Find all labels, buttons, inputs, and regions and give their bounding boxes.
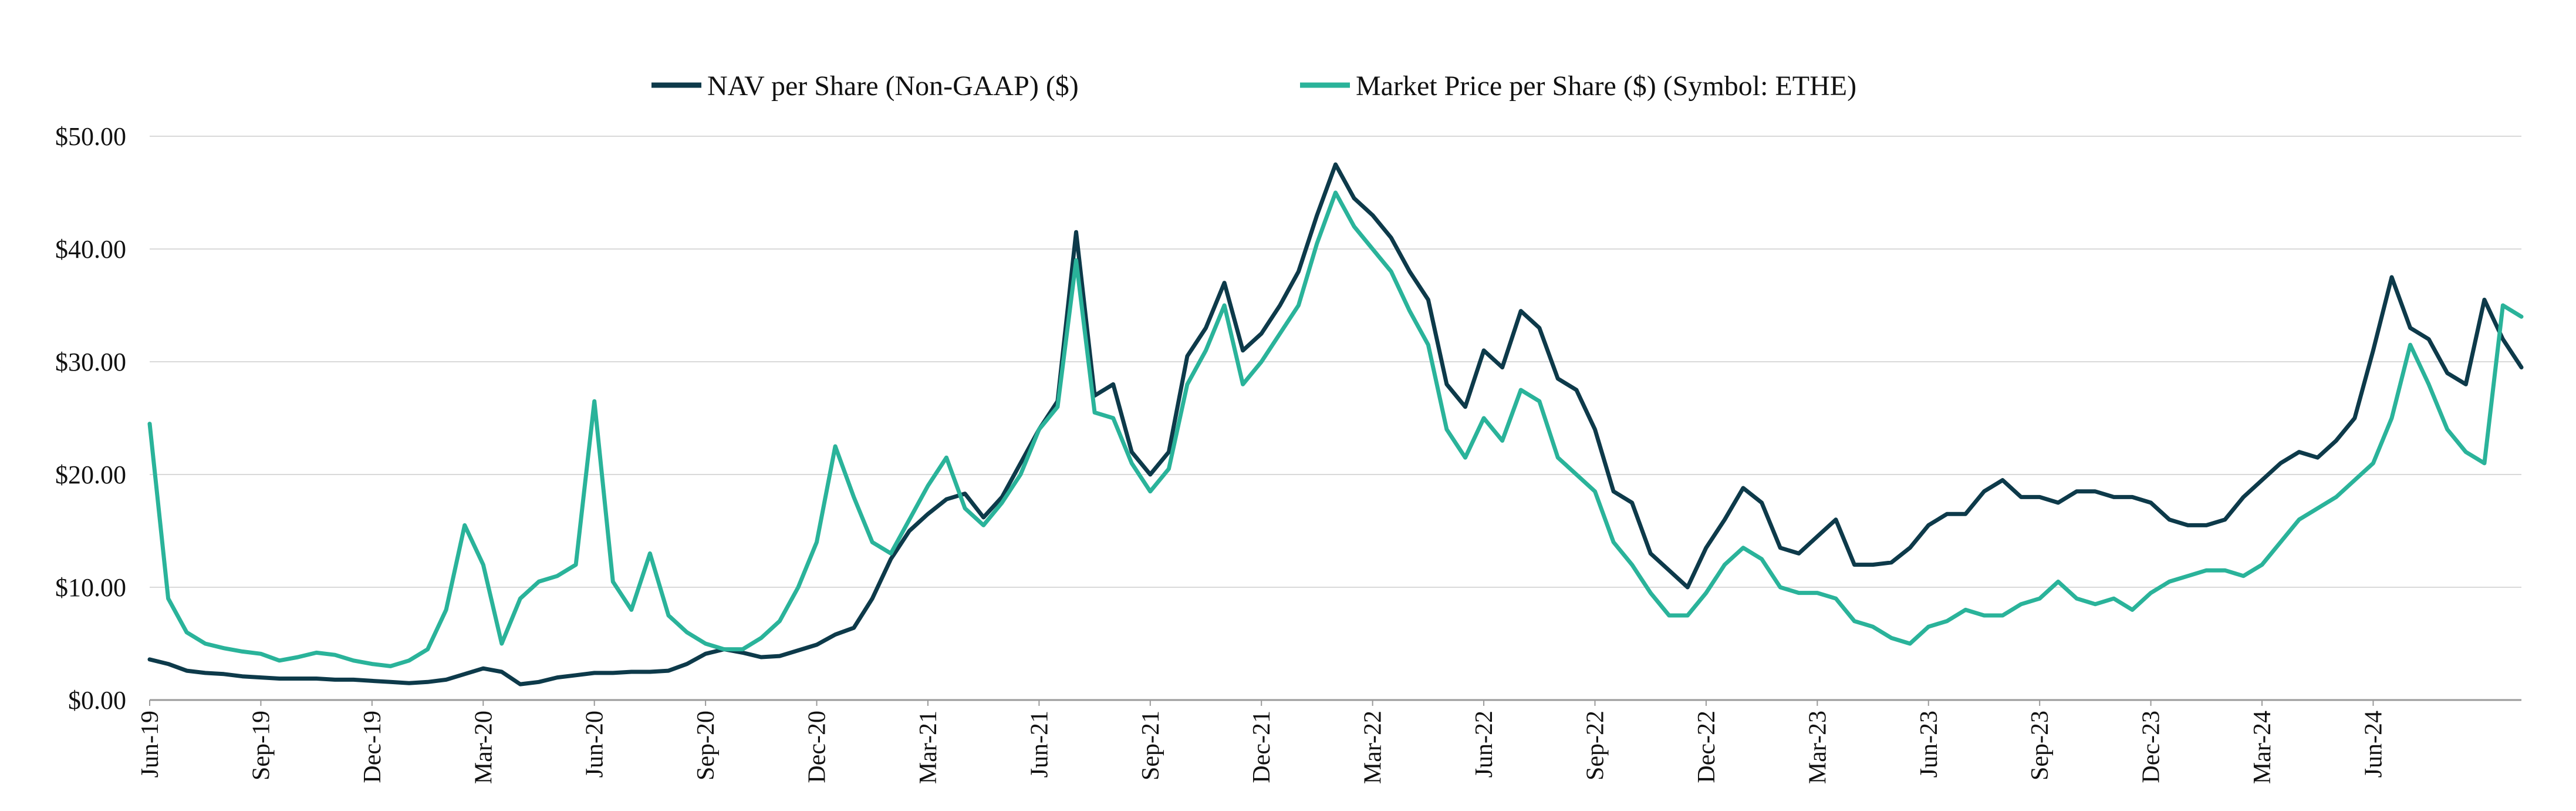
x-tick-label: Sep-21	[1137, 711, 1164, 780]
series-nav	[150, 164, 2521, 684]
x-tick-label: Jun-23	[1916, 711, 1943, 778]
x-tick-label: Jun-20	[582, 711, 609, 778]
x-tick-label: Mar-24	[2249, 711, 2276, 784]
y-tick-label: $0.00	[68, 686, 126, 715]
y-axis-ticks: $0.00 $10.00 $20.00 $30.00 $40.00 $50.00	[55, 122, 126, 715]
x-tick-label: Dec-21	[1248, 711, 1275, 783]
legend-label-market-price: Market Price per Share ($) (Symbol: ETHE…	[1356, 70, 1856, 102]
x-tick-label: Dec-22	[1693, 711, 1720, 783]
x-tick-label: Dec-23	[2138, 711, 2165, 783]
y-tick-label: $10.00	[55, 573, 126, 602]
x-tick-label: Dec-19	[359, 711, 386, 783]
x-axis-ticks: Jun-19 Sep-19 Dec-19 Mar-20 Jun-20 Sep-20 Dec-…	[137, 700, 2387, 784]
legend-label-nav: NAV per Share (Non-GAAP) ($)	[707, 70, 1079, 102]
series-line-market-price	[150, 193, 2521, 666]
x-tick-label: Dec-20	[804, 711, 831, 783]
legend: NAV per Share (Non-GAAP) ($) Market Pric…	[651, 70, 1856, 102]
gridlines	[150, 136, 2521, 700]
series-market-price	[0, 193, 2521, 667]
x-tick-label: Sep-19	[248, 711, 275, 780]
y-tick-label: $50.00	[55, 122, 126, 151]
series-line-nav	[150, 164, 2521, 684]
x-tick-label: Jun-19	[137, 711, 164, 778]
x-tick-label: Mar-22	[1360, 711, 1387, 784]
y-tick-label: $30.00	[55, 348, 126, 376]
x-tick-label: Mar-21	[915, 711, 942, 784]
x-tick-label: Jun-21	[1026, 711, 1053, 778]
x-tick-label: Sep-20	[693, 711, 720, 780]
y-tick-label: $20.00	[55, 460, 126, 489]
x-tick-label: Mar-20	[470, 711, 497, 784]
x-tick-label: Sep-23	[2027, 711, 2054, 780]
x-tick-label: Sep-22	[1582, 711, 1609, 780]
series-layer	[0, 164, 2521, 684]
x-tick-label: Jun-24	[2360, 711, 2387, 778]
x-tick-label: Mar-23	[1804, 711, 1831, 784]
x-tick-label: Jun-22	[1471, 711, 1498, 778]
y-tick-label: $40.00	[55, 235, 126, 264]
